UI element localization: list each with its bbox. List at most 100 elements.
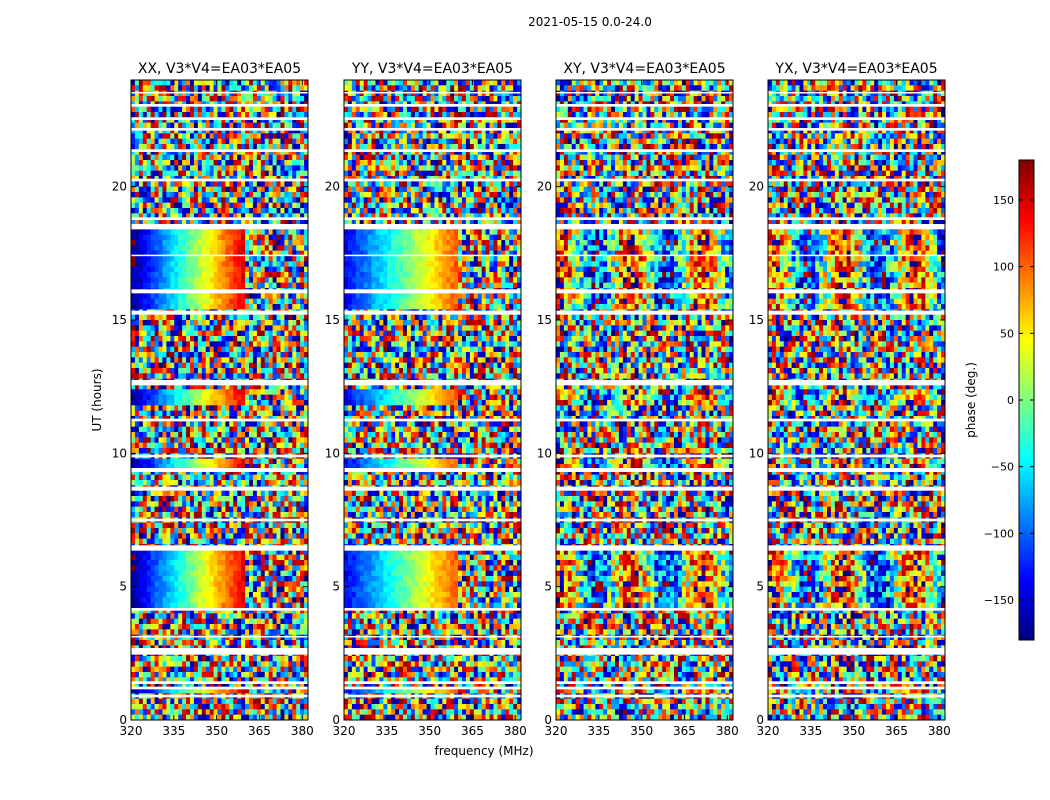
heatmap-cell [201, 394, 207, 401]
heatmap-cell [221, 314, 226, 321]
heatmap-cell [166, 234, 171, 241]
heatmap-cell [217, 560, 223, 566]
heatmap-cell [205, 314, 211, 321]
heatmap-cell [272, 154, 278, 161]
heatmap-cell [162, 624, 167, 630]
heatmap-cell [280, 341, 285, 348]
heatmap-cell [162, 250, 167, 257]
heatmap-cell [134, 368, 140, 374]
heatmap-cell [158, 618, 164, 625]
heatmap-cell [237, 565, 242, 572]
heatmap-cell [138, 661, 144, 668]
heatmap-cell [162, 202, 167, 209]
heatmap-cell [241, 112, 246, 118]
heatmap-cell [213, 213, 219, 220]
heatmap-cell [174, 586, 179, 593]
heatmap-cell [193, 341, 199, 348]
heatmap-cell [221, 282, 226, 289]
heatmap-cell [134, 202, 140, 209]
heatmap-cell [142, 250, 148, 257]
heatmap-cell [300, 330, 305, 337]
heatmap-cell [146, 581, 152, 588]
heatmap-cell [190, 405, 195, 412]
heatmap-cell [304, 533, 308, 540]
heatmap-cell [225, 437, 230, 444]
heatmap-cell [221, 154, 226, 161]
heatmap-cell [284, 85, 289, 92]
heatmap-cell [146, 661, 152, 668]
heatmap-cell [134, 448, 140, 454]
heatmap-cell [205, 592, 211, 598]
heatmap-cell [150, 261, 156, 268]
heatmap-cell [213, 314, 219, 321]
heatmap-cell [221, 666, 226, 673]
heatmap-cell [221, 133, 226, 140]
heatmap-cell [131, 618, 136, 625]
heatmap-cell [288, 618, 293, 625]
heatmap-cell [166, 144, 171, 150]
heatmap-cell [186, 533, 191, 540]
heatmap-cell [272, 106, 278, 113]
heatmap-cell [205, 208, 211, 214]
heatmap-cell [162, 197, 167, 204]
heatmap-cell [252, 213, 258, 220]
heatmap-cell [241, 618, 246, 625]
heatmap-cell [131, 138, 136, 145]
heatmap-cell [182, 240, 187, 246]
heatmap-cell [221, 549, 226, 556]
heatmap-cell [131, 85, 136, 92]
heatmap-cell [229, 352, 234, 358]
heatmap-cell [288, 154, 293, 161]
heatmap-cell [138, 656, 144, 662]
heatmap-cell [280, 213, 285, 220]
heatmap-cell [249, 592, 254, 598]
heatmap-cell [272, 112, 278, 118]
heatmap-cell [158, 528, 164, 534]
heatmap-cell [201, 282, 207, 289]
heatmap-cell [252, 197, 258, 204]
heatmap-cell [213, 533, 219, 540]
heatmap-cell [237, 490, 242, 497]
heatmap-cell [241, 394, 246, 401]
heatmap-cell [292, 192, 297, 198]
heatmap-cell [138, 538, 144, 545]
heatmap-cell [288, 149, 293, 156]
heatmap-cell [134, 144, 140, 150]
heatmap-cell [182, 250, 187, 257]
heatmap-cell [197, 149, 203, 156]
heatmap-cell [170, 213, 175, 220]
heatmap-cell [154, 346, 160, 353]
heatmap-cell [213, 85, 219, 92]
heatmap-cell [217, 368, 223, 374]
heatmap-cell [146, 341, 152, 348]
heatmap-cell [260, 448, 266, 454]
heatmap-cell [245, 624, 250, 630]
heatmap-cell [268, 400, 274, 406]
heatmap-cell [134, 373, 140, 380]
heatmap-cell [150, 458, 156, 465]
heatmap-cell [170, 154, 175, 161]
heatmap-cell [217, 117, 223, 124]
heatmap-cell [304, 538, 308, 545]
heatmap-cell [276, 96, 282, 102]
heatmap-cell [142, 410, 148, 417]
heatmap-cell [288, 448, 293, 454]
heatmap-cell [292, 533, 297, 540]
heatmap-cell [272, 229, 278, 236]
heatmap-cell [138, 250, 144, 257]
heatmap-cell [241, 496, 246, 502]
heatmap-cell [249, 181, 254, 188]
heatmap-cell [190, 384, 195, 390]
heatmap-cell [288, 474, 293, 481]
heatmap-cell [166, 512, 171, 518]
heatmap-cell [146, 373, 152, 380]
heatmap-cell [162, 442, 167, 449]
heatmap-cell [158, 149, 164, 156]
heatmap-cell [304, 314, 308, 321]
heatmap-cell [150, 602, 156, 609]
heatmap-cell [280, 373, 285, 380]
heatmap-cell [276, 240, 282, 246]
heatmap-cell [252, 304, 258, 310]
heatmap-cell [304, 245, 308, 252]
heatmap-cell [241, 357, 246, 364]
